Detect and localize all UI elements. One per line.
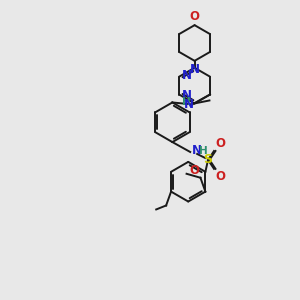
Text: O: O: [215, 170, 225, 183]
Text: H: H: [182, 98, 191, 107]
Text: N: N: [184, 98, 194, 111]
Text: N: N: [190, 63, 200, 76]
Text: H: H: [199, 146, 208, 156]
Text: S: S: [203, 153, 212, 167]
Text: O: O: [215, 137, 225, 150]
Text: O: O: [189, 164, 200, 177]
Text: O: O: [190, 10, 200, 23]
Text: N: N: [182, 89, 192, 102]
Text: N: N: [192, 145, 202, 158]
Text: N: N: [182, 69, 192, 82]
